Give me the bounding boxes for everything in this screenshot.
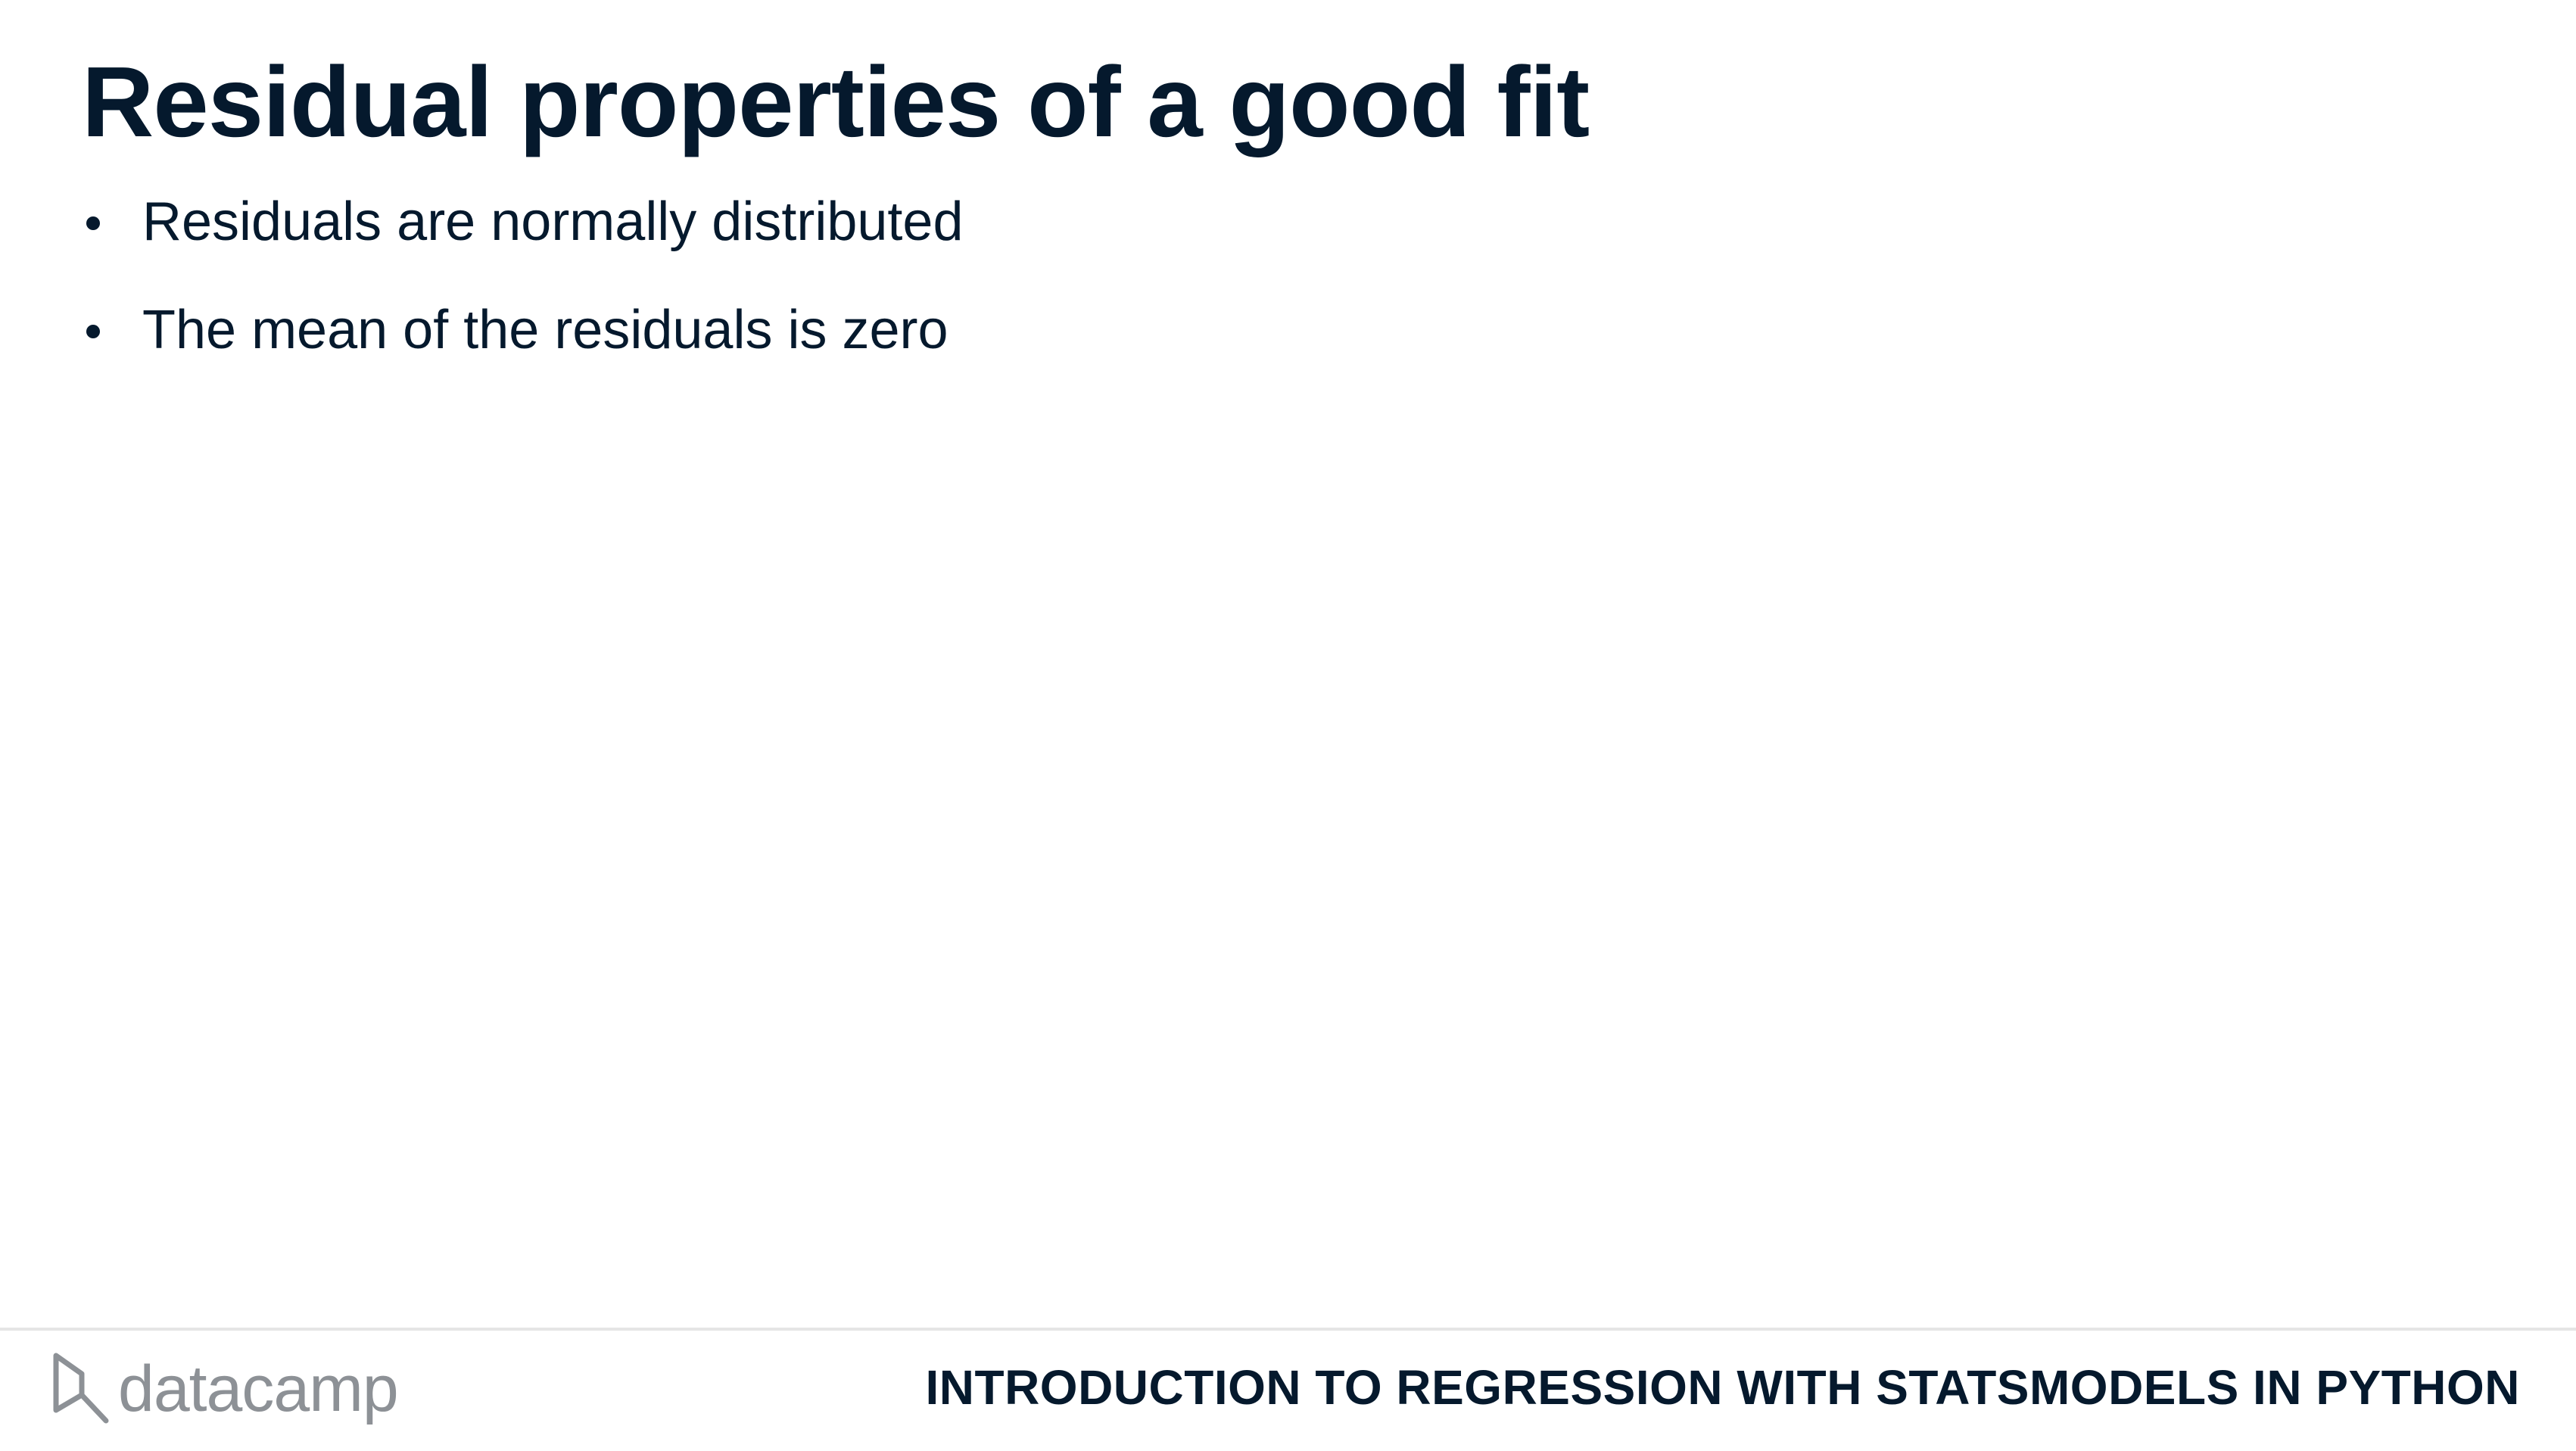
slide-title: Residual properties of a good fit (82, 46, 1590, 157)
bullet-item: Residuals are normally distributed (82, 189, 964, 254)
bullet-text: Residuals are normally distributed (142, 191, 964, 252)
logo-wordmark: datacamp (118, 1353, 399, 1425)
datacamp-logo: datacamp (51, 1347, 399, 1431)
bullet-dot-icon (86, 325, 100, 339)
datacamp-logo-icon (53, 1353, 109, 1424)
footer-divider (0, 1328, 2576, 1331)
course-title: INTRODUCTION TO REGRESSION WITH STATSMOD… (925, 1360, 2520, 1415)
bullet-item: The mean of the residuals is zero (82, 297, 964, 363)
bullet-text: The mean of the residuals is zero (142, 300, 948, 361)
bullet-dot-icon (86, 216, 100, 230)
bullet-list: Residuals are normally distributed The m… (82, 189, 964, 406)
